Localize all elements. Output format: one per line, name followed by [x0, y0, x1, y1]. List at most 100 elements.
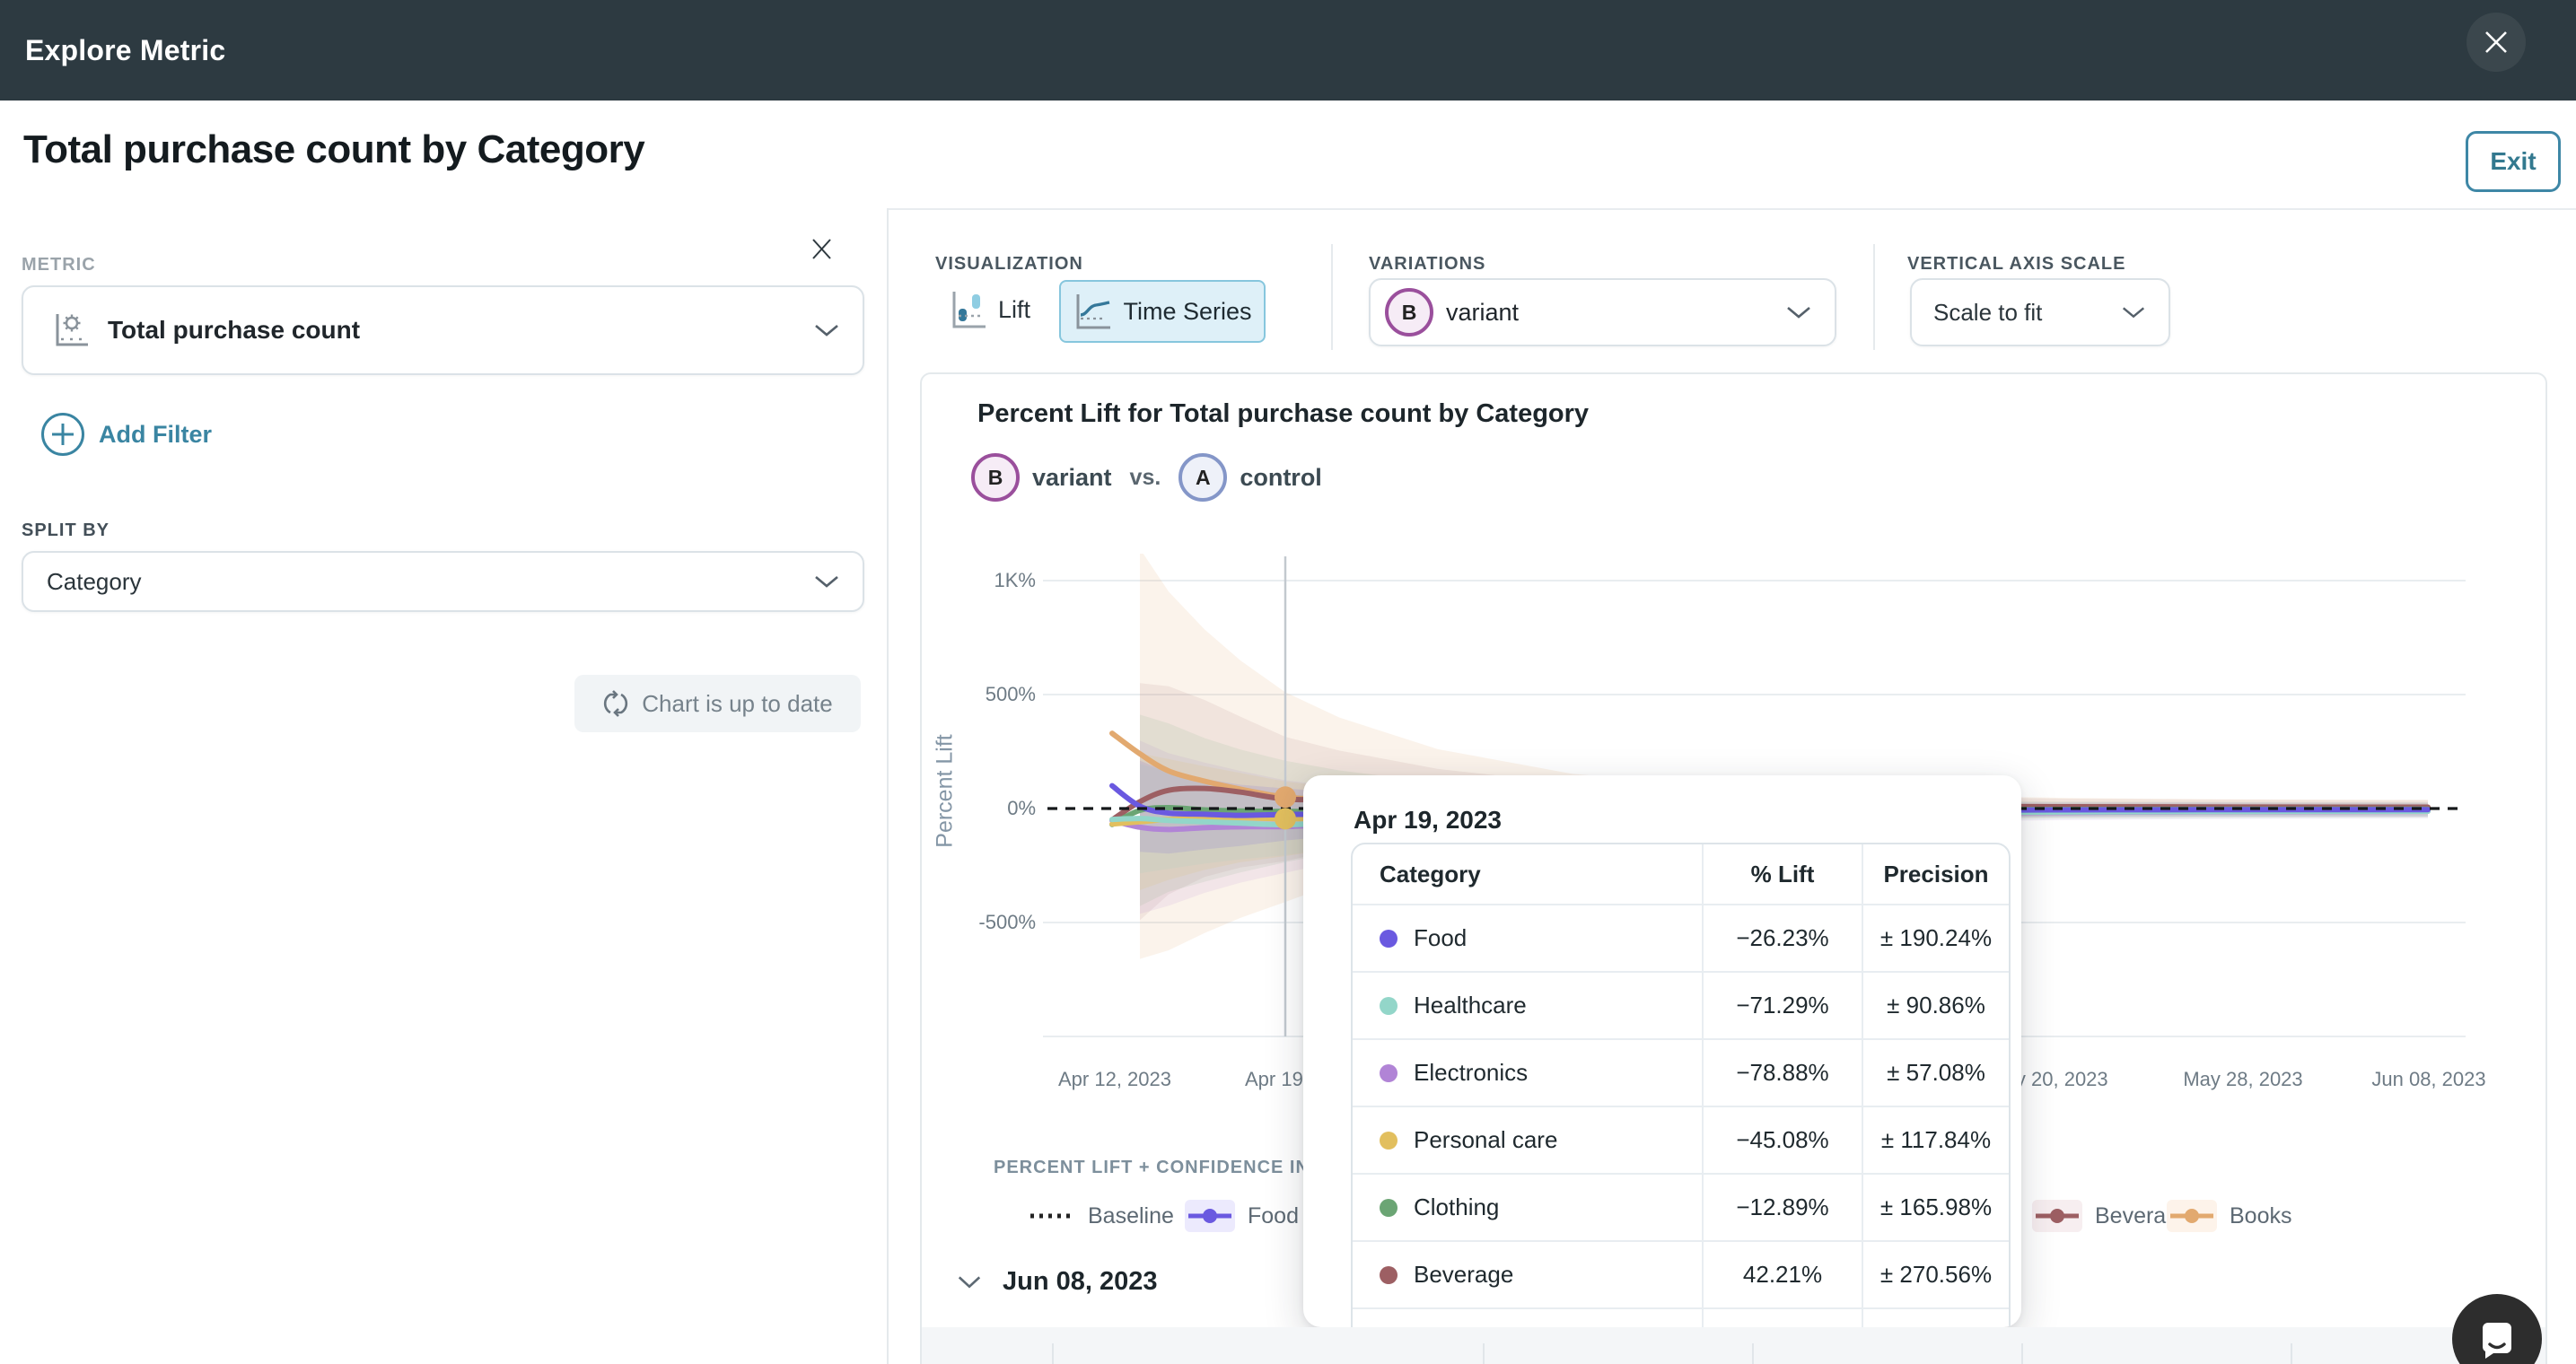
vs-label: vs. — [1129, 464, 1161, 490]
tooltip-column-lift: % Lift — [1702, 844, 1862, 904]
tooltip-row: Healthcare −71.29% ± 90.86% — [1353, 971, 2009, 1038]
tooltip-row: Beverage 42.21% ± 270.56% — [1353, 1240, 2009, 1307]
tooltip-precision-cell: ± 270.99% — [1862, 1307, 2009, 1327]
split-by-value: Category — [47, 567, 142, 595]
tooltip-lift-cell: −26.23% — [1702, 904, 1862, 971]
close-icon — [2481, 27, 2511, 57]
tooltip-category-cell: Personal care — [1353, 1106, 1702, 1173]
tooltip-precision-cell: ± 57.08% — [1862, 1038, 2009, 1106]
exit-button[interactable]: Exit — [2466, 131, 2561, 192]
variations-select[interactable]: B variant — [1369, 278, 1836, 346]
page-header: Total purchase count by Category Exit — [0, 101, 2576, 210]
lift-toggle-label: Lift — [998, 295, 1031, 323]
divider — [2291, 1343, 2292, 1364]
tooltip-precision-cell: ± 90.86% — [1862, 971, 2009, 1038]
tooltip-category-cell: Healthcare — [1353, 971, 1702, 1038]
variant-comparison-row: B variant vs. A control — [971, 453, 1322, 502]
legend-item-baseline[interactable]: Baseline — [1025, 1200, 1174, 1232]
tooltip-lift-cell: −45.08% — [1702, 1106, 1862, 1173]
divider — [1752, 1343, 1754, 1364]
legend-item-food[interactable]: Food — [1185, 1200, 1299, 1232]
tooltip-lift-cell: −71.29% — [1702, 971, 1862, 1038]
date-section-title: Jun 08, 2023 — [1003, 1267, 1158, 1296]
variations-select-value: variant — [1446, 298, 1520, 326]
series-line-icon — [2032, 1200, 2082, 1232]
date-section-header[interactable]: Jun 08, 2023 — [956, 1267, 1158, 1297]
series-color-dot — [1380, 1266, 1398, 1284]
tooltip-precision-cell: ± 117.84% — [1862, 1106, 2009, 1173]
chevron-down-icon — [812, 573, 841, 590]
metric-label: METRIC — [22, 255, 96, 275]
baseline-dotted-icon — [1025, 1200, 1075, 1232]
close-icon — [806, 233, 838, 264]
tooltip-precision-cell: ± 270.56% — [1862, 1240, 2009, 1307]
legend-item-books[interactable]: Books — [2167, 1200, 2291, 1232]
tooltip-column-precision: Precision — [1862, 844, 2009, 904]
tooltip-date: Apr 19, 2023 — [1354, 806, 1502, 834]
x-tick-label: Apr 12, 2023 — [1058, 1068, 1171, 1090]
divider — [1483, 1343, 1485, 1364]
tooltip-row: Books49.51%± 270.99% — [1353, 1307, 2009, 1327]
y-tick-label: 0% — [1007, 797, 1036, 819]
results-table-header-strip — [922, 1327, 2545, 1364]
variant-b-badge: B — [971, 453, 1020, 502]
y-tick-label: 1K% — [994, 569, 1036, 591]
divider — [1873, 244, 1875, 350]
tooltip-category-cell: Electronics — [1353, 1038, 1702, 1106]
chart-title: Percent Lift for Total purchase count by… — [977, 399, 1590, 428]
tooltip-category-cell: Beverage — [1353, 1240, 1702, 1307]
series-color-dot — [1380, 1199, 1398, 1217]
top-bar: Explore Metric — [0, 0, 2576, 101]
refresh-icon — [602, 688, 629, 719]
modal-title: Explore Metric — [25, 34, 226, 66]
tooltip-precision-cell: ± 165.98% — [1862, 1173, 2009, 1240]
chart-tooltip: Apr 19, 2023 Category % Lift Precision F… — [1303, 775, 2021, 1327]
variations-label: VARIATIONS — [1369, 254, 1486, 274]
series-line-icon — [1185, 1200, 1235, 1232]
metric-select[interactable]: Total purchase count — [22, 285, 864, 375]
chart-status-button[interactable]: Chart is up to date — [574, 675, 861, 732]
tooltip-lift-cell: −78.88% — [1702, 1038, 1862, 1106]
tooltip-table: Category % Lift Precision Food −26.23% ± 1… — [1351, 843, 2011, 1327]
tooltip-category-cell: Clothing — [1353, 1173, 1702, 1240]
close-button[interactable] — [2466, 13, 2526, 72]
split-by-label: SPLIT BY — [22, 520, 110, 540]
y-tick-label: -500% — [978, 911, 1036, 933]
divider — [1331, 244, 1333, 350]
visualization-time-series-toggle[interactable]: Time Series — [1059, 280, 1266, 343]
axis-scale-select[interactable]: Scale to fit — [1910, 278, 2170, 346]
split-by-select[interactable]: Category — [22, 551, 864, 612]
time-series-chart-icon — [1073, 292, 1112, 331]
tooltip-lift-cell: 42.21% — [1702, 1240, 1862, 1307]
add-filter-button[interactable]: Add Filter — [41, 413, 212, 456]
legend-item-label: Baseline — [1088, 1202, 1174, 1228]
tooltip-lift-cell: −12.89% — [1702, 1173, 1862, 1240]
chart-card: Percent Lift for Total purchase count by… — [920, 372, 2547, 1364]
series-color-dot — [1380, 1132, 1398, 1150]
chevron-down-icon — [2120, 305, 2147, 320]
control-a-badge: A — [1178, 453, 1228, 502]
tooltip-row: Clothing −12.89% ± 165.98% — [1353, 1173, 2009, 1240]
variant-b-badge: B — [1385, 288, 1433, 337]
vertical-axis-scale-label: VERTICAL AXIS SCALE — [1907, 254, 2126, 274]
tooltip-row: Food −26.23% ± 190.24% — [1353, 904, 2009, 971]
lift-chart-icon — [950, 289, 987, 330]
variant-name: variant — [1032, 463, 1112, 491]
series-color-dot — [1380, 1064, 1398, 1082]
tooltip-precision-cell: ± 190.24% — [1862, 904, 2009, 971]
series-color-dot — [1380, 930, 1398, 948]
legend-item-label: Food — [1248, 1202, 1299, 1228]
axis-scale-value: Scale to fit — [1933, 298, 2043, 326]
chevron-down-icon — [812, 322, 841, 338]
metric-select-value: Total purchase count — [108, 316, 361, 344]
chevron-down-icon — [1784, 304, 1813, 320]
chat-launcher-button[interactable] — [2452, 1294, 2542, 1364]
panel-close-button[interactable] — [806, 233, 838, 266]
time-series-toggle-label: Time Series — [1123, 297, 1252, 325]
divider — [1052, 1343, 1054, 1364]
metric-gear-icon — [52, 310, 92, 350]
series-line-icon — [2167, 1200, 2217, 1232]
visualization-lift-toggle[interactable]: Lift — [950, 289, 1030, 330]
x-tick-label: May 28, 2023 — [2183, 1068, 2303, 1090]
